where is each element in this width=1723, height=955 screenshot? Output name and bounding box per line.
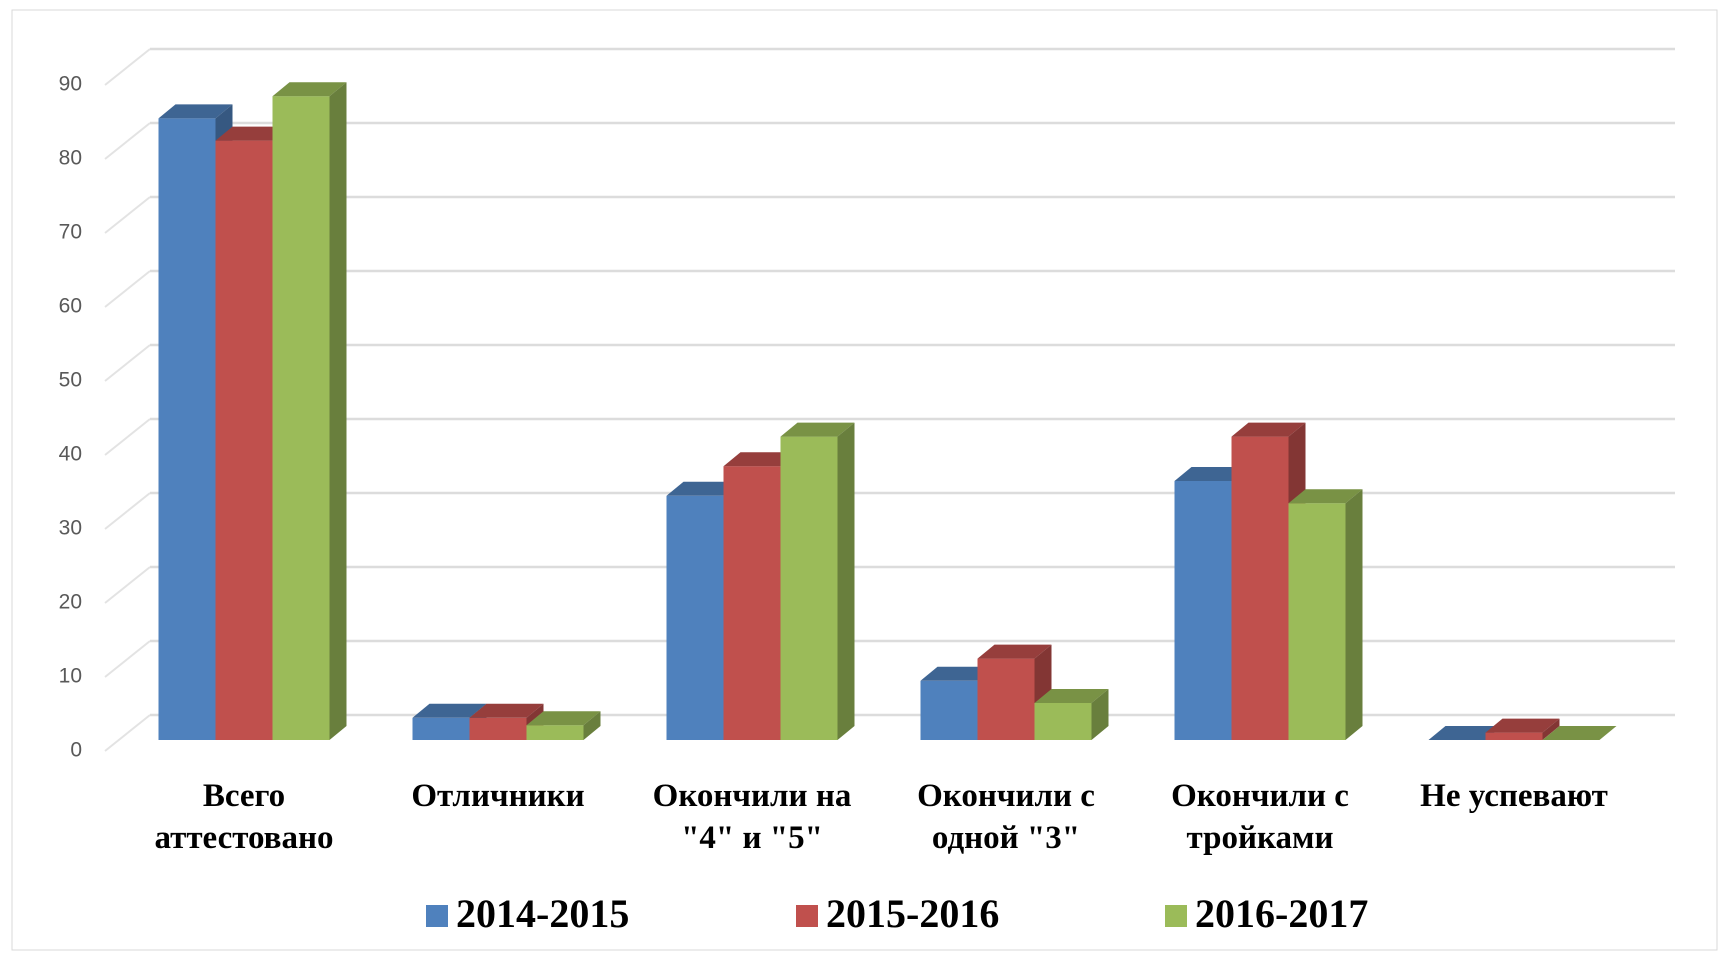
legend-label: 2015-2016 [826,891,999,936]
y-tick-label: 0 [70,739,82,762]
bar-front [780,436,838,740]
bar-front [1034,703,1092,740]
legend-label: 2014-2015 [456,891,629,936]
bar-front [1485,732,1543,740]
bar-front [723,466,781,740]
y-tick-label: 30 [59,517,82,540]
bar-front [1231,436,1289,740]
bar-top [272,82,347,97]
grid-diagonal [104,492,151,530]
bar-top [723,452,798,467]
bar-side [1091,689,1109,740]
bar-top [1288,489,1363,504]
y-tick-label: 60 [59,295,82,318]
bar-front [469,717,527,740]
bar-top [1231,422,1306,437]
bar-front [412,717,470,740]
x-tick-label: Окончили на "4" и "5" [652,778,852,856]
bar-top [412,703,487,718]
bar-front [666,495,724,740]
bar-front [272,96,330,740]
y-tick-label: 80 [59,147,82,170]
grid-diagonal [104,714,151,752]
y-tick-label: 10 [59,665,82,688]
y-tick-label: 90 [59,73,82,96]
bar-top [1174,467,1249,481]
y-tick-label: 40 [59,443,82,466]
bar-top [1542,726,1617,740]
bar-top [780,422,855,437]
bar-top [1428,726,1503,740]
grid-diagonal [104,566,151,604]
grid-diagonal [104,122,151,160]
chart-border [11,9,1718,951]
bar-top [977,644,1052,659]
x-tick-label: Не успевают [1420,778,1608,814]
bar-top [1485,718,1560,733]
bar-top [526,711,601,726]
bar-top [920,666,995,681]
bar-top [469,703,544,718]
bar-top [1034,689,1109,703]
legend-swatch [796,905,818,927]
y-tick-label: 70 [59,221,82,244]
bar-side [1345,489,1363,740]
bar-front [526,725,584,740]
x-tick-label: Отличники [411,778,585,814]
grid-diagonal [104,640,151,678]
grid-diagonal [104,196,151,234]
grid-diagonal [104,344,151,382]
x-tick-label: Окончили с тройками [1171,778,1349,856]
bar-side [329,82,347,740]
grid-diagonal [104,48,151,86]
bar-top [666,481,741,496]
bar-top [158,104,233,119]
bar-front [215,140,273,741]
bar-front [158,118,216,740]
bar-front [977,658,1035,740]
grid-diagonal [104,270,151,308]
bar-front [920,680,978,740]
legend-swatch [426,905,448,927]
legend-label: 2016-2017 [1195,891,1368,936]
bar-side [1542,718,1560,740]
x-tick-label: Окончили с одной "3" [917,778,1095,856]
legend-swatch [1165,905,1187,927]
bar-front [1174,481,1232,740]
bar-top [215,126,290,141]
bar-front [1288,503,1346,740]
bar-side [583,711,601,740]
x-tick-label: Всего аттестовано [154,778,334,856]
y-tick-label: 20 [59,591,82,614]
grid-diagonal [104,418,151,456]
y-tick-label: 50 [59,369,82,392]
bar-side [837,422,855,740]
